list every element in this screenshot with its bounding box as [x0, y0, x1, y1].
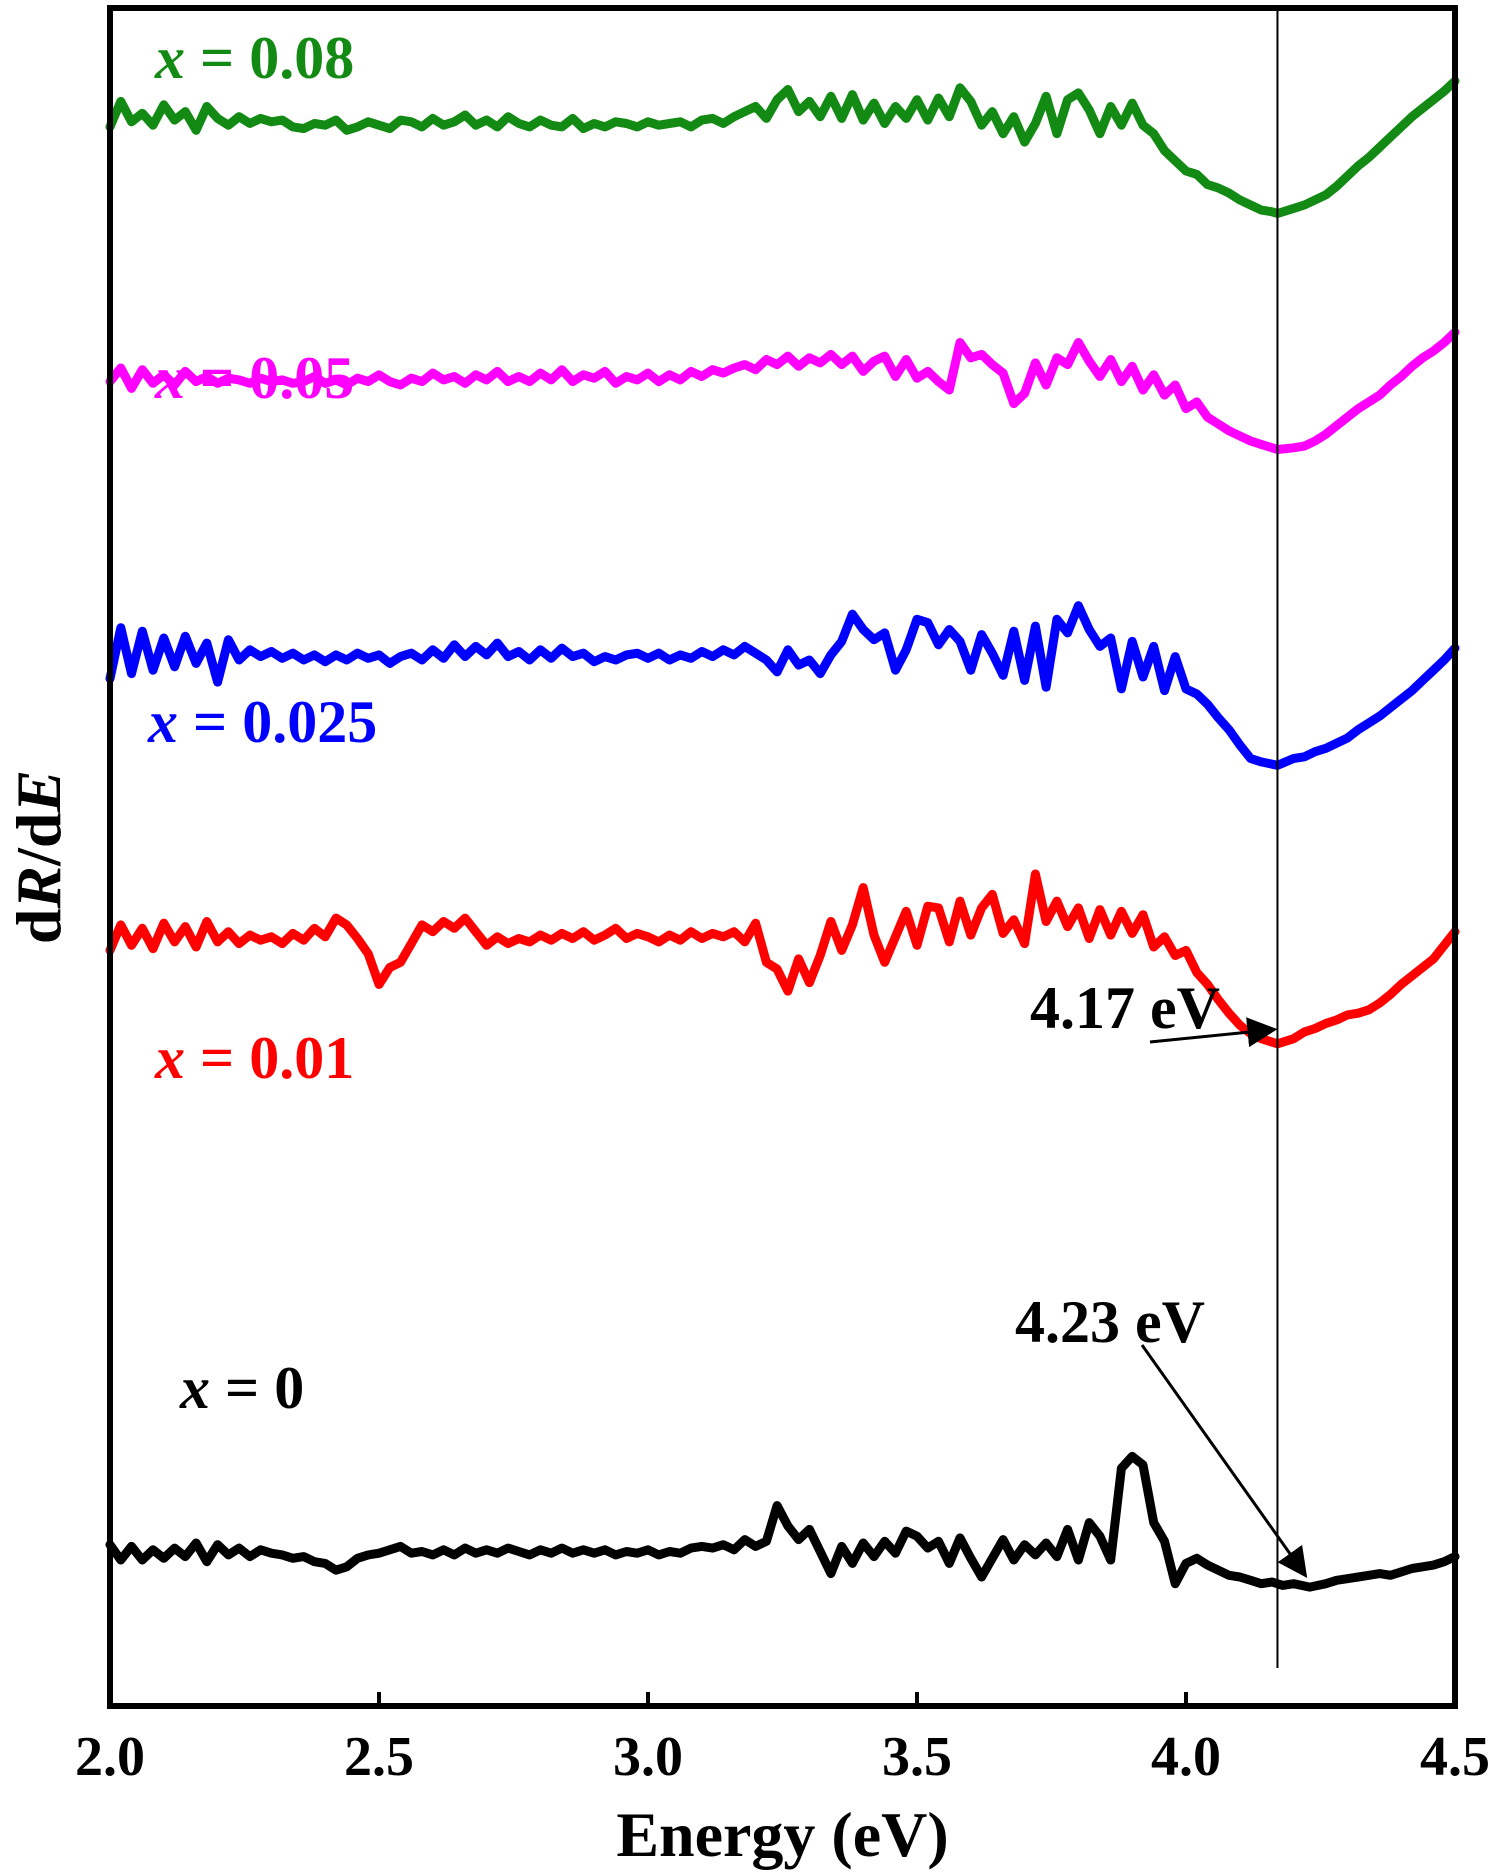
y-axis-title-part-3: E: [3, 770, 74, 814]
series-label-var: x: [154, 345, 185, 411]
x-axis-title: Energy (eV): [616, 1799, 948, 1870]
y-axis-title-part-0: d: [3, 909, 74, 945]
series-label-var: x: [154, 1025, 185, 1091]
series-label-value: = 0.01: [185, 1025, 354, 1091]
series-line-3: [105, 869, 1460, 1049]
series-label-var: x: [147, 689, 178, 755]
plot-frame: [107, 5, 1458, 1709]
series-line-0: [105, 76, 1460, 218]
series-line-2: [105, 601, 1460, 770]
x-tick-layer: 2.0 2.5 3.0 3.5 4.0 4.5: [75, 1692, 1490, 1788]
annotation-layer: 4.17 eV 4.23 eV: [1015, 975, 1308, 1579]
series-label-value: = 0: [210, 1355, 304, 1421]
x-tick-label-4: 4.0: [1151, 1726, 1221, 1788]
series-label-value: = 0.025: [178, 689, 377, 755]
series-label-value: = 0.08: [185, 25, 354, 91]
series-layer: [105, 76, 1460, 1592]
series-label-var: x: [154, 25, 185, 91]
y-axis-title: dR/dE: [3, 770, 74, 944]
y-axis-title-part-1: R: [3, 866, 74, 910]
annotation-label-1: 4.23 eV: [1015, 1289, 1205, 1355]
x-tick-label-5: 4.5: [1420, 1726, 1490, 1788]
series-label-var: x: [179, 1355, 210, 1421]
series-line-1: [105, 327, 1460, 454]
y-axis-title-part-2: /d: [3, 813, 74, 867]
x-tick-label-1: 2.5: [344, 1726, 414, 1788]
x-tick-label-3: 3.5: [882, 1726, 952, 1788]
series-label-4: x = 0: [179, 1355, 304, 1421]
x-tick-label-0: 2.0: [75, 1726, 145, 1788]
annotation-arrow-1: [1140, 1344, 1308, 1579]
series-label-2: x = 0.025: [147, 689, 377, 755]
series-label-value: = 0.05: [185, 345, 354, 411]
annotation-arrow-0: [1149, 1017, 1278, 1048]
series-line-4: [105, 1451, 1460, 1592]
series-label-1: x = 0.05: [154, 345, 354, 411]
series-label-3: x = 0.01: [154, 1025, 354, 1091]
series-label-0: x = 0.08: [154, 25, 354, 91]
annotation-label-0: 4.17 eV: [1030, 975, 1220, 1041]
x-tick-label-2: 3.0: [613, 1726, 683, 1788]
